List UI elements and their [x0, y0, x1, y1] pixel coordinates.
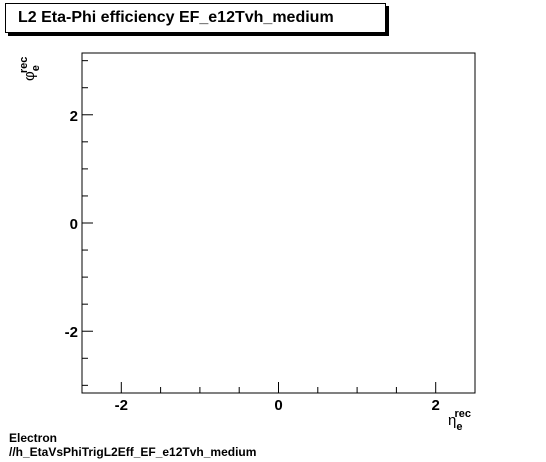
x-axis-label-sup: rec: [454, 408, 471, 420]
chart-title: L2 Eta-Phi efficiency EF_e12Tvh_medium: [5, 3, 386, 33]
x-axis-ticks: [81, 382, 476, 393]
y-tick-label: -2: [65, 324, 78, 341]
y-axis-label-sub: e: [30, 65, 42, 71]
y-tick-label: 0: [70, 216, 78, 233]
x-tick-label: -2: [115, 397, 128, 414]
plot-frame: [81, 52, 476, 394]
footer-line-1: Electron: [9, 431, 58, 445]
x-axis-label-main: η: [448, 412, 456, 429]
x-tick-label: 0: [274, 397, 282, 414]
y-axis-tick-labels: -2 0 2: [65, 108, 78, 341]
y-axis-label: φerec: [18, 57, 42, 81]
footer-text: Electron //h_EtaVsPhiTrigL2Eff_EF_e12Tvh…: [9, 431, 256, 459]
y-axis-label-main: φ: [21, 71, 38, 81]
y-axis-label-sup: rec: [18, 57, 30, 74]
x-axis-label: ηerec: [448, 408, 471, 433]
x-axis-tick-labels: -2 0 2: [115, 397, 440, 414]
x-axis-label-sub: e: [456, 421, 462, 433]
y-tick-label: 2: [70, 108, 78, 125]
plot-frame-group: [81, 52, 476, 394]
x-tick-label: 2: [432, 397, 440, 414]
footer-line-2: //h_EtaVsPhiTrigL2Eff_EF_e12Tvh_medium: [9, 445, 257, 459]
y-axis-ticks: [82, 60, 93, 386]
